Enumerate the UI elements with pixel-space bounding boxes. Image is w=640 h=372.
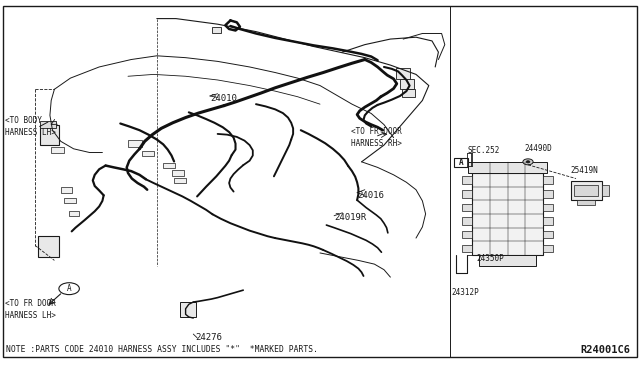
Text: 24312P: 24312P [451, 288, 479, 296]
Text: 24019R: 24019R [334, 213, 366, 222]
Bar [402, 89, 415, 97]
Bar [472, 173, 543, 255]
Bar [400, 79, 414, 89]
Circle shape [526, 161, 530, 163]
Bar [128, 140, 142, 147]
Text: <TO FR DOOR
HARNESS LH>: <TO FR DOOR HARNESS LH> [5, 299, 56, 320]
Text: 25419N: 25419N [571, 166, 598, 175]
Bar [454, 158, 468, 167]
Bar [462, 204, 472, 211]
Bar [602, 185, 609, 196]
Bar [142, 151, 154, 156]
Bar [479, 255, 536, 266]
Bar [462, 231, 472, 238]
Bar [571, 181, 602, 200]
Bar [38, 236, 59, 257]
Bar [543, 190, 553, 198]
Bar [396, 68, 410, 79]
Bar [543, 176, 553, 184]
Text: 24010: 24010 [210, 94, 237, 103]
Text: A: A [67, 284, 72, 293]
Text: 24350P: 24350P [477, 254, 504, 263]
Bar [212, 27, 221, 33]
Bar [69, 211, 79, 216]
Text: SEC.252: SEC.252 [467, 146, 500, 155]
Bar [543, 231, 553, 238]
Bar [462, 176, 472, 184]
Bar [468, 162, 547, 173]
Bar [51, 147, 64, 153]
Bar [172, 170, 184, 176]
Text: <TO FR DOOR
HARNESS RH>: <TO FR DOOR HARNESS RH> [351, 127, 401, 148]
Bar [40, 121, 56, 128]
Text: <TO BODY
HARNESS LH>: <TO BODY HARNESS LH> [5, 116, 56, 137]
Text: A: A [459, 158, 464, 167]
Bar [543, 245, 553, 252]
Bar [577, 200, 595, 205]
Bar [462, 190, 472, 198]
Bar [543, 204, 553, 211]
Text: 24016: 24016 [357, 191, 384, 200]
Bar [180, 302, 196, 317]
Text: R24001C6: R24001C6 [580, 345, 630, 355]
Bar [61, 187, 72, 193]
Bar [174, 178, 186, 183]
Bar [40, 125, 59, 145]
Bar [462, 245, 472, 252]
Bar [543, 217, 553, 225]
Bar [462, 217, 472, 225]
Text: 24490D: 24490D [525, 144, 552, 153]
Bar [163, 163, 175, 168]
Bar [574, 185, 598, 196]
Text: 24276: 24276 [195, 333, 222, 342]
Circle shape [523, 159, 533, 165]
Text: NOTE :PARTS CODE 24010 HARNESS ASSY INCLUDES "*"  *MARKED PARTS.: NOTE :PARTS CODE 24010 HARNESS ASSY INCL… [6, 345, 319, 354]
Bar [64, 198, 76, 203]
